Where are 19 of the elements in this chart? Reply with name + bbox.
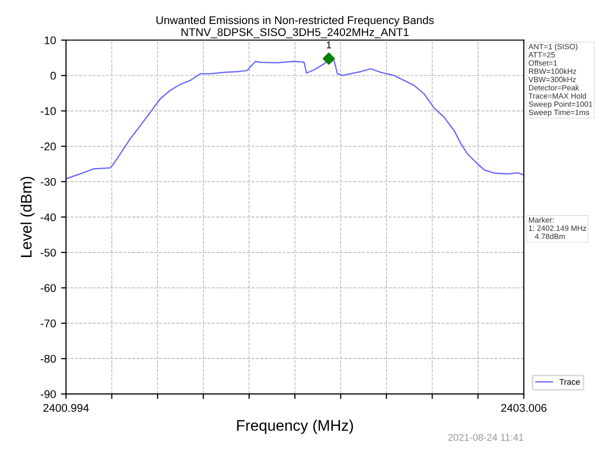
y-tick-label: -60: [40, 284, 56, 292]
y-tick-label: -70: [40, 319, 56, 328]
y-tick-label: -30: [40, 178, 56, 186]
chart-title: Unwanted Emissions in Non-restricted Frequency Bands NTNV_8DPSK_SISO_3DH5_2402MHz_ANT1: [156, 16, 434, 38]
annotation: 1: [326, 42, 332, 48]
y-tick-label: -50: [40, 248, 56, 257]
x-axis-title: Frequency (MHz): [237, 420, 353, 434]
legend-label: Trace: [559, 379, 580, 385]
x-tick-label: 2400.994: [43, 404, 89, 412]
y-tick-label: -90: [40, 390, 56, 398]
y-tick-label: -20: [40, 142, 56, 150]
x-tick-label: 2403.006: [501, 404, 546, 412]
y-tick-label: 10: [44, 36, 56, 44]
y-tick-label: -10: [40, 107, 56, 116]
y-tick-label: -40: [40, 213, 56, 222]
y-tick-label: -80: [40, 354, 56, 363]
y-axis-title: Level (dBm): [20, 176, 35, 257]
y-tick-label: 0: [50, 72, 56, 80]
text: 2021-08-24 11:41: [448, 434, 524, 441]
